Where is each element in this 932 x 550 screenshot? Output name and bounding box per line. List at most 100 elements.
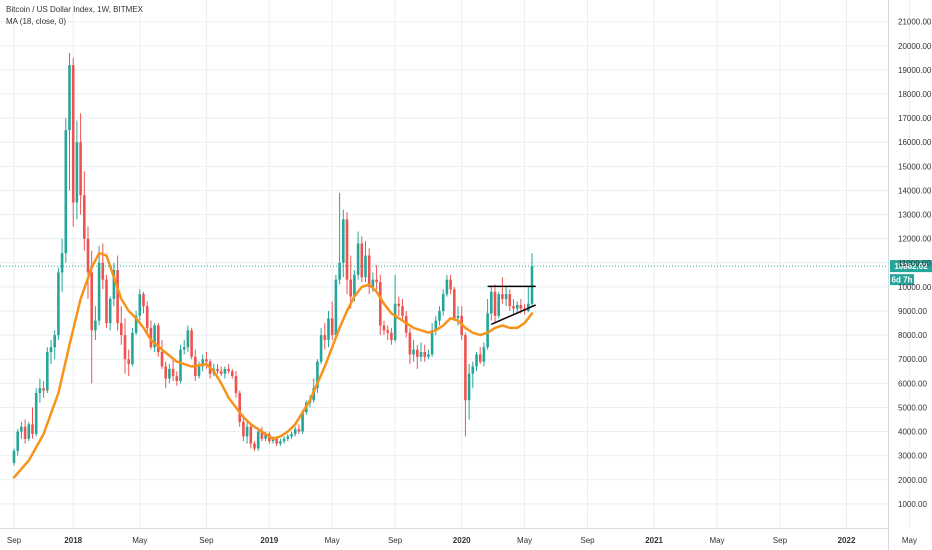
y-tick-label: 9000.00 bbox=[898, 307, 927, 316]
y-tick-label: 13000.00 bbox=[898, 211, 932, 220]
candle-down bbox=[349, 279, 352, 297]
candle-down bbox=[367, 255, 371, 287]
candle-up bbox=[182, 347, 186, 350]
candle-down bbox=[171, 368, 175, 377]
candle-down bbox=[71, 65, 75, 203]
candle-down bbox=[449, 279, 452, 290]
candle-up bbox=[57, 272, 60, 336]
candle-down bbox=[105, 279, 108, 324]
candle-up bbox=[94, 320, 97, 331]
candle-down bbox=[238, 392, 241, 422]
candle-up bbox=[134, 315, 138, 333]
candle-up bbox=[34, 392, 38, 434]
candle-up bbox=[97, 262, 101, 321]
candle-up bbox=[16, 431, 19, 451]
y-tick-label: 5000.00 bbox=[898, 403, 927, 412]
y-tick-label: 7000.00 bbox=[898, 355, 927, 364]
candle-up bbox=[286, 436, 290, 439]
grid bbox=[0, 0, 910, 528]
candle-down bbox=[423, 352, 426, 357]
last-price-line: 10862.02 6d 7h bbox=[0, 260, 932, 286]
y-tick-label: 15000.00 bbox=[898, 162, 932, 171]
candle-down bbox=[227, 368, 230, 372]
candle-down bbox=[242, 421, 245, 437]
y-tick-label: 3000.00 bbox=[898, 452, 927, 461]
candle-up bbox=[53, 335, 56, 348]
candles bbox=[12, 53, 534, 466]
candle-up bbox=[27, 424, 31, 439]
candle-down bbox=[142, 294, 145, 307]
candle-up bbox=[20, 426, 23, 432]
x-tick-label: May bbox=[709, 536, 724, 545]
candle-up bbox=[168, 368, 171, 379]
candle-up bbox=[256, 431, 260, 449]
candle-down bbox=[164, 366, 167, 379]
candle-down bbox=[157, 325, 160, 352]
candle-down bbox=[23, 426, 27, 439]
candle-up bbox=[434, 320, 438, 331]
candle-up bbox=[108, 298, 112, 324]
y-tick-label: 19000.00 bbox=[898, 66, 932, 75]
candle-up bbox=[438, 311, 441, 321]
candle-up bbox=[319, 335, 323, 362]
candle-down bbox=[508, 294, 512, 307]
candle-down bbox=[42, 388, 45, 391]
candle-up bbox=[504, 294, 508, 299]
candle-up bbox=[371, 279, 375, 287]
candle-down bbox=[382, 325, 386, 331]
candle-down bbox=[453, 289, 456, 319]
y-tick-label: 12000.00 bbox=[898, 235, 932, 244]
y-tick-label: 8000.00 bbox=[898, 331, 927, 340]
candle-up bbox=[419, 352, 423, 357]
x-tick-label: 2021 bbox=[645, 536, 663, 545]
y-tick-label: 1000.00 bbox=[898, 500, 927, 509]
x-tick-label: Sep bbox=[773, 536, 788, 545]
candle-down bbox=[386, 330, 389, 333]
candle-down bbox=[375, 279, 378, 283]
y-tick-label: 11000.00 bbox=[898, 259, 931, 268]
candle-up bbox=[475, 354, 478, 367]
ma-line bbox=[12, 251, 534, 479]
candle-up bbox=[12, 450, 16, 463]
trend-line bbox=[491, 304, 536, 325]
x-tick-label: May bbox=[517, 536, 532, 545]
candle-down bbox=[323, 335, 327, 340]
candle-down bbox=[345, 219, 349, 280]
candle-up bbox=[353, 274, 356, 297]
candle-up bbox=[445, 279, 449, 295]
countdown-label: 6d 7h bbox=[892, 276, 913, 285]
candle-down bbox=[416, 349, 419, 357]
candle-down bbox=[501, 294, 504, 299]
candle-up bbox=[327, 318, 330, 340]
candle-up bbox=[64, 130, 68, 254]
candle-down bbox=[160, 352, 164, 367]
y-tick-label: 18000.00 bbox=[898, 90, 932, 99]
last-price-badge bbox=[890, 260, 932, 273]
candle-up bbox=[264, 433, 267, 439]
y-tick-label: 4000.00 bbox=[898, 428, 927, 437]
candle-down bbox=[216, 368, 219, 372]
candle-up bbox=[201, 359, 204, 367]
candle-up bbox=[153, 325, 156, 348]
x-tick-label: Sep bbox=[580, 536, 595, 545]
y-tick-label: 10000.00 bbox=[898, 283, 932, 292]
y-tick-label: 16000.00 bbox=[898, 138, 932, 147]
candle-down bbox=[31, 424, 34, 434]
x-tick-label: 2022 bbox=[838, 536, 856, 545]
x-tick-label: Sep bbox=[388, 536, 403, 545]
candle-down bbox=[86, 238, 90, 273]
candle-up bbox=[497, 294, 500, 316]
candle-down bbox=[464, 335, 467, 401]
candle-up bbox=[356, 243, 360, 275]
candle-down bbox=[116, 270, 119, 324]
candle-down bbox=[123, 335, 127, 360]
candle-down bbox=[205, 359, 208, 362]
candle-down bbox=[90, 272, 93, 331]
candle-down bbox=[145, 306, 149, 328]
candle-up bbox=[223, 368, 227, 374]
candle-up bbox=[75, 142, 79, 203]
candle-up bbox=[49, 347, 53, 352]
candle-up bbox=[486, 313, 489, 348]
